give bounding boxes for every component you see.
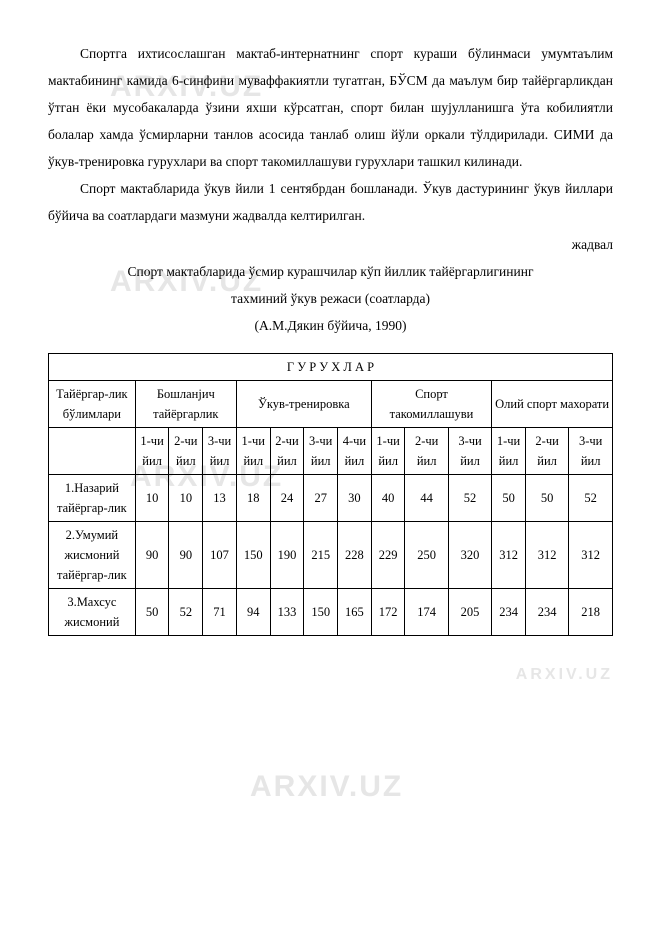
data-cell: 312 [569, 522, 613, 589]
watermark: ARXIV.UZ [250, 770, 403, 804]
subcolumn-header: 3-чи йил [203, 428, 237, 475]
table-caption-line-1: Спорт мактабларида ўсмир курашчилар кўп … [48, 258, 613, 285]
data-cell: 50 [525, 475, 568, 522]
row-label: 1.Назарий тайёргар-лик [49, 475, 136, 522]
page-content: Спортга ихтисослашган мактаб-интернатнин… [48, 40, 613, 636]
data-cell: 50 [492, 475, 526, 522]
table-title: Г У Р У Х Л А Р [49, 354, 613, 381]
row-label: 2.Умумий жисмоний тайёргар-лик [49, 522, 136, 589]
subcolumn-header: 2-чи йил [169, 428, 203, 475]
data-cell: 50 [135, 589, 169, 636]
table-caption-line-3: (А.М.Дякин бўйича, 1990) [48, 312, 613, 339]
data-cell: 52 [448, 475, 491, 522]
row-label: 3.Махсус жисмоний [49, 589, 136, 636]
data-cell: 218 [569, 589, 613, 636]
table-caption-label: жадвал [48, 231, 613, 258]
data-cell: 234 [525, 589, 568, 636]
data-cell: 107 [203, 522, 237, 589]
data-cell: 24 [270, 475, 304, 522]
subcolumn-header: 4-чи йил [338, 428, 372, 475]
subcolumn-header: 3-чи йил [569, 428, 613, 475]
paragraph-1: Спортга ихтисослашган мактаб-интернатнин… [48, 40, 613, 175]
group-header: Ўкув-тренировка [236, 381, 371, 428]
group-header: Олий спорт махорати [492, 381, 613, 428]
table-row: 3.Махсус жисмоний50527194133150165172174… [49, 589, 613, 636]
data-cell: 18 [236, 475, 270, 522]
data-cell: 44 [405, 475, 448, 522]
column-stub-empty [49, 428, 136, 475]
group-header: Бошланjич тайёргарлик [135, 381, 236, 428]
training-plan-table: Г У Р У Х Л А РТайёргар-лик бўлимлариБош… [48, 353, 613, 636]
data-cell: 312 [525, 522, 568, 589]
paragraph-2: Спорт мактабларида ўкув йили 1 сентябрда… [48, 175, 613, 229]
table-row: 2.Умумий жисмоний тайёргар-лик9090107150… [49, 522, 613, 589]
data-cell: 312 [492, 522, 526, 589]
data-cell: 52 [569, 475, 613, 522]
subcolumn-header: 1-чи йил [371, 428, 405, 475]
subcolumn-header: 2-чи йил [270, 428, 304, 475]
data-cell: 215 [304, 522, 338, 589]
data-cell: 90 [169, 522, 203, 589]
data-cell: 71 [203, 589, 237, 636]
data-cell: 234 [492, 589, 526, 636]
subcolumn-header: 2-чи йил [405, 428, 448, 475]
data-cell: 52 [169, 589, 203, 636]
data-cell: 13 [203, 475, 237, 522]
subcolumn-header: 3-чи йил [304, 428, 338, 475]
subcolumn-header: 3-чи йил [448, 428, 491, 475]
data-cell: 30 [338, 475, 372, 522]
data-cell: 228 [338, 522, 372, 589]
data-cell: 174 [405, 589, 448, 636]
data-cell: 165 [338, 589, 372, 636]
table-row: 1.Назарий тайёргар-лик101013182427304044… [49, 475, 613, 522]
watermark: ARXIV.UZ [516, 666, 613, 684]
subcolumn-header: 1-чи йил [135, 428, 169, 475]
data-cell: 10 [169, 475, 203, 522]
data-cell: 27 [304, 475, 338, 522]
subcolumn-header: 1-чи йил [492, 428, 526, 475]
subcolumn-header: 2-чи йил [525, 428, 568, 475]
data-cell: 133 [270, 589, 304, 636]
data-cell: 190 [270, 522, 304, 589]
data-cell: 150 [304, 589, 338, 636]
column-stub-header: Тайёргар-лик бўлимлари [49, 381, 136, 428]
table-caption-line-2: тахминий ўкув режаси (соатларда) [48, 285, 613, 312]
data-cell: 40 [371, 475, 405, 522]
data-cell: 94 [236, 589, 270, 636]
data-cell: 90 [135, 522, 169, 589]
data-cell: 320 [448, 522, 491, 589]
data-cell: 229 [371, 522, 405, 589]
data-cell: 205 [448, 589, 491, 636]
data-cell: 172 [371, 589, 405, 636]
group-header: Спорт такомиллашуви [371, 381, 491, 428]
data-cell: 150 [236, 522, 270, 589]
data-cell: 10 [135, 475, 169, 522]
subcolumn-header: 1-чи йил [236, 428, 270, 475]
data-cell: 250 [405, 522, 448, 589]
